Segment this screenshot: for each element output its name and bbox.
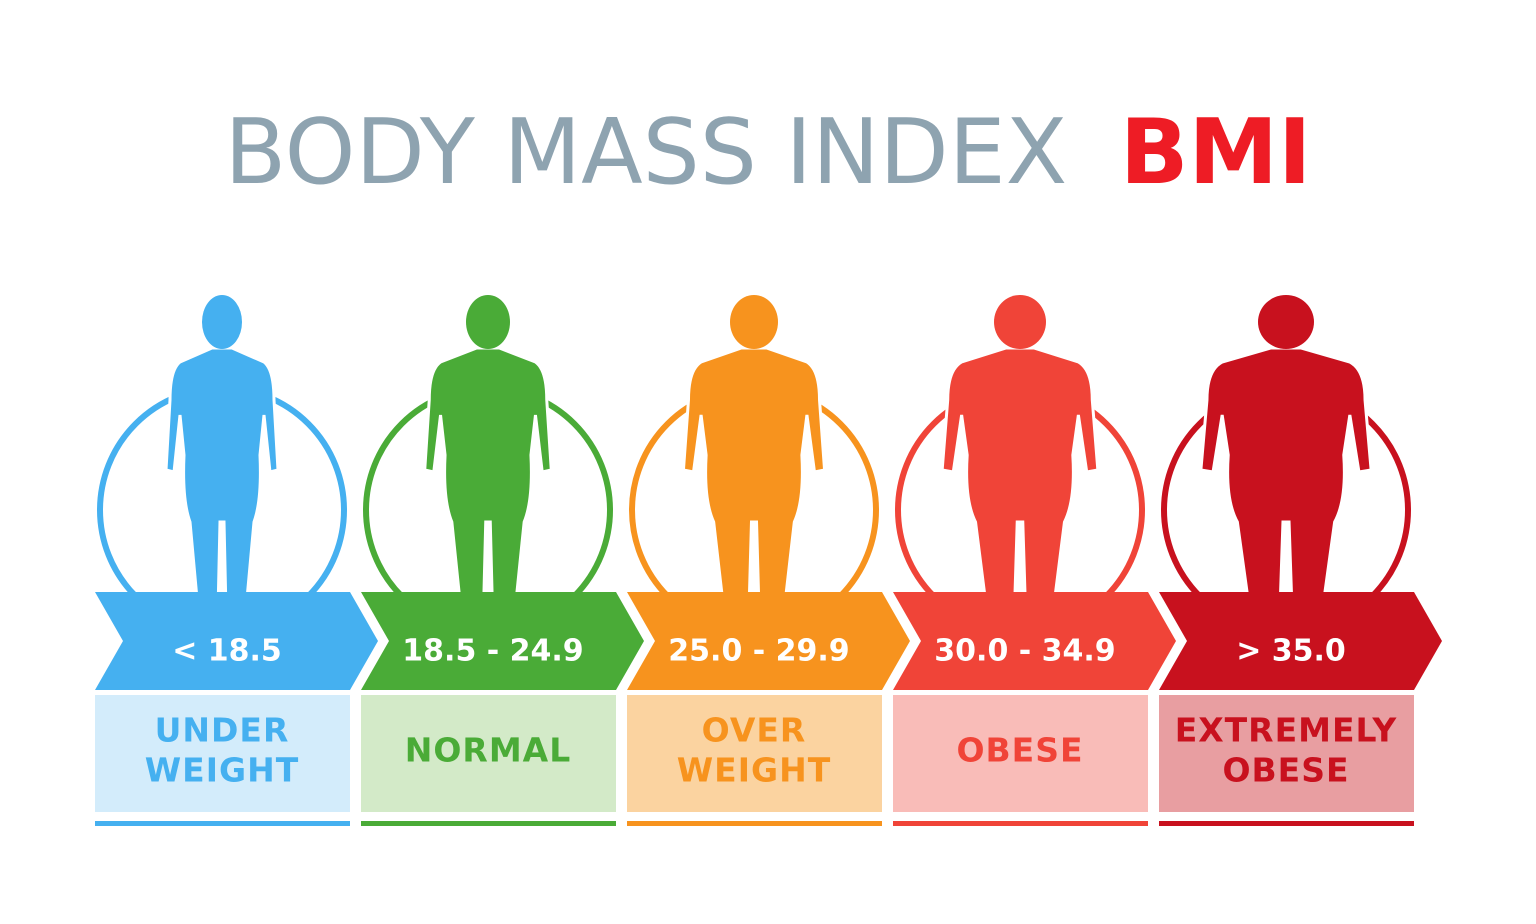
range-text: 18.5 - 24.9 <box>402 634 583 669</box>
title-text: BODY MASS INDEX <box>224 100 1067 205</box>
figure-body <box>423 346 553 614</box>
label-text: OVER <box>702 711 807 750</box>
range-band <box>361 592 644 690</box>
underline <box>627 821 882 826</box>
label-text: UNDER <box>155 711 290 750</box>
label-text: OBESE <box>956 731 1083 770</box>
label-text: EXTREMELY <box>1175 711 1398 750</box>
range-band <box>893 592 1176 690</box>
underline <box>361 821 616 826</box>
figure-head <box>1258 295 1314 349</box>
range-text: > 35.0 <box>1236 634 1346 669</box>
range-band <box>95 592 378 690</box>
title-highlight: BMI <box>1120 100 1312 205</box>
range-text: < 18.5 <box>172 634 282 669</box>
range-text: 30.0 - 34.9 <box>934 634 1115 669</box>
title: BODY MASS INDEX BMI <box>224 100 1311 205</box>
figure-head <box>466 295 510 349</box>
label-text: NORMAL <box>405 731 572 770</box>
label-box <box>1159 695 1414 812</box>
range-text: 25.0 - 29.9 <box>668 634 849 669</box>
figure-body <box>681 346 827 614</box>
label-text: WEIGHT <box>677 751 831 790</box>
figure-head <box>994 295 1046 349</box>
label-box <box>95 695 350 812</box>
figure-body <box>940 346 1100 614</box>
label-box <box>893 695 1148 812</box>
figure-head <box>730 295 778 349</box>
underline <box>1159 821 1414 826</box>
figure-head <box>202 295 242 349</box>
label-box <box>361 695 616 812</box>
range-band <box>627 592 910 690</box>
underline <box>893 821 1148 826</box>
label-text: OBESE <box>1222 751 1349 790</box>
figure-body <box>1199 346 1373 614</box>
label-box <box>627 695 882 812</box>
label-text: WEIGHT <box>145 751 299 790</box>
figure-body <box>164 346 280 614</box>
range-band <box>1159 592 1442 690</box>
underline <box>95 821 350 826</box>
